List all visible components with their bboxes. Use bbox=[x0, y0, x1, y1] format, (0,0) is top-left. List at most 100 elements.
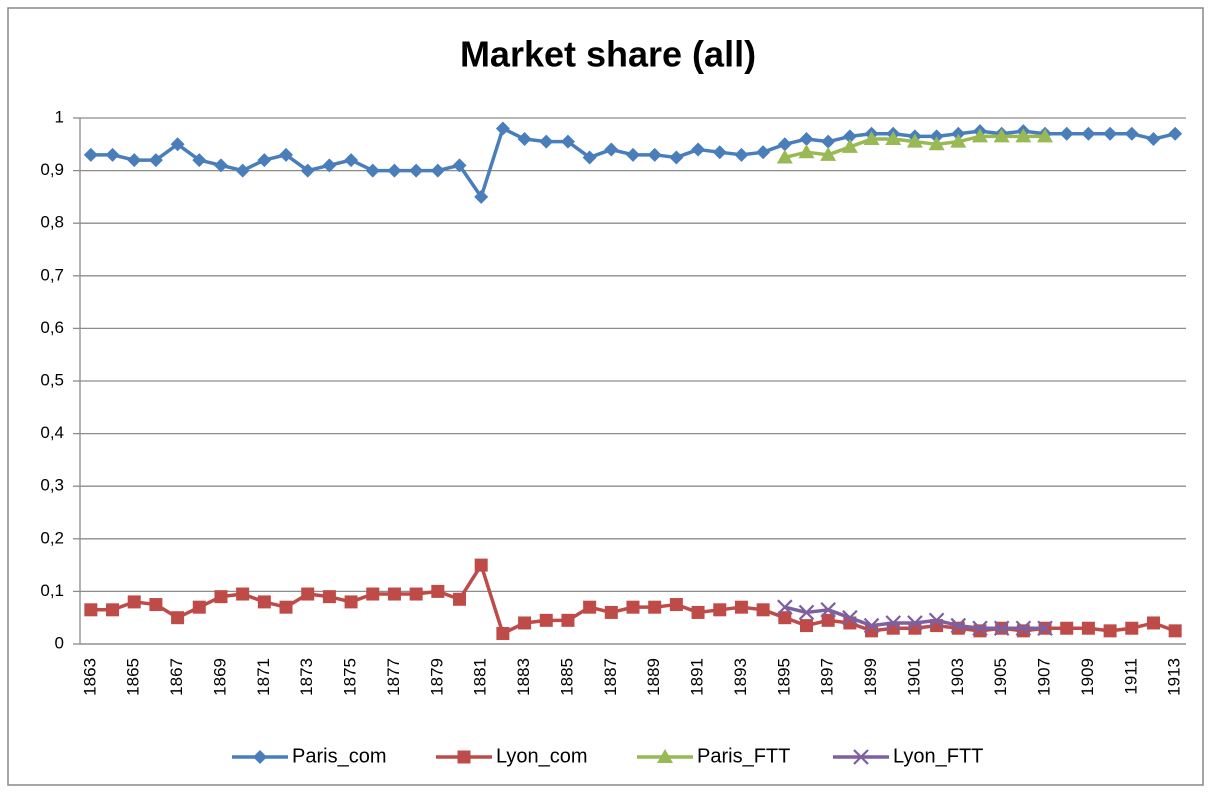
marker bbox=[842, 129, 857, 144]
marker bbox=[300, 163, 315, 178]
marker bbox=[799, 132, 814, 147]
marker bbox=[235, 163, 250, 178]
marker bbox=[1168, 126, 1183, 141]
marker bbox=[626, 600, 640, 614]
legend-label: Lyon_com bbox=[496, 745, 588, 767]
x-tick-label: 1901 bbox=[904, 658, 923, 696]
x-tick-label: 1885 bbox=[557, 658, 576, 696]
marker bbox=[604, 605, 618, 619]
legend-label: Paris_FTT bbox=[697, 745, 790, 767]
marker bbox=[561, 613, 575, 627]
marker bbox=[1015, 620, 1032, 636]
marker bbox=[474, 189, 489, 204]
marker bbox=[106, 603, 120, 617]
marker bbox=[756, 603, 770, 617]
marker bbox=[1168, 624, 1182, 638]
marker bbox=[691, 605, 705, 619]
marker bbox=[972, 620, 988, 636]
x-tick-label: 1873 bbox=[297, 658, 316, 696]
x-tick-label: 1897 bbox=[818, 658, 837, 696]
marker bbox=[127, 153, 142, 168]
marker bbox=[1103, 624, 1117, 638]
x-tick-label: 1877 bbox=[384, 658, 403, 696]
marker bbox=[583, 600, 597, 614]
y-tick-label: 0,8 bbox=[40, 213, 64, 232]
marker bbox=[798, 144, 815, 159]
marker bbox=[821, 613, 835, 627]
marker bbox=[777, 599, 793, 615]
marker bbox=[560, 134, 575, 149]
marker bbox=[1059, 126, 1074, 141]
y-tick-label: 0,4 bbox=[40, 423, 64, 442]
marker bbox=[301, 587, 315, 601]
x-tick-label: 1869 bbox=[210, 658, 229, 696]
marker bbox=[431, 584, 445, 598]
marker bbox=[647, 147, 662, 162]
marker bbox=[582, 150, 597, 165]
marker bbox=[105, 147, 120, 162]
marker bbox=[798, 604, 815, 621]
marker bbox=[518, 616, 532, 630]
marker bbox=[170, 137, 185, 152]
marker bbox=[691, 142, 706, 157]
marker bbox=[713, 603, 727, 617]
x-tick-label: 1871 bbox=[254, 658, 273, 696]
marker bbox=[344, 153, 359, 168]
marker bbox=[517, 132, 532, 147]
marker bbox=[906, 133, 923, 148]
marker bbox=[841, 138, 858, 153]
x-tick-label: 1907 bbox=[1035, 658, 1054, 696]
marker bbox=[669, 150, 684, 165]
marker bbox=[496, 626, 510, 640]
marker bbox=[387, 163, 402, 178]
marker bbox=[842, 609, 858, 626]
marker bbox=[344, 595, 358, 609]
chart-title: Market share (all) bbox=[460, 34, 756, 75]
marker bbox=[820, 602, 836, 618]
marker bbox=[365, 163, 380, 178]
x-tick-label: 1863 bbox=[80, 658, 99, 696]
y-tick-label: 1 bbox=[55, 107, 64, 126]
marker bbox=[322, 590, 336, 604]
x-tick-label: 1883 bbox=[514, 658, 533, 696]
marker bbox=[1124, 126, 1139, 141]
marker bbox=[1081, 126, 1096, 141]
marker bbox=[712, 145, 727, 160]
marker bbox=[409, 587, 423, 601]
marker bbox=[127, 595, 141, 609]
legend-label: Lyon_FTT bbox=[893, 745, 983, 767]
marker bbox=[993, 128, 1010, 143]
marker bbox=[1146, 132, 1161, 147]
marker bbox=[213, 158, 228, 173]
marker bbox=[236, 587, 250, 601]
x-tick-label: 1911 bbox=[1121, 658, 1140, 695]
marker bbox=[1081, 621, 1095, 635]
marker bbox=[192, 600, 206, 614]
marker bbox=[452, 158, 467, 173]
marker bbox=[669, 598, 683, 612]
marker bbox=[192, 153, 207, 168]
marker bbox=[1037, 128, 1054, 143]
marker bbox=[950, 133, 967, 148]
x-tick-label: 1893 bbox=[731, 658, 750, 696]
marker bbox=[539, 134, 554, 149]
marker bbox=[1146, 616, 1160, 630]
x-tick-label: 1895 bbox=[774, 658, 793, 696]
marker bbox=[322, 158, 337, 173]
marker bbox=[1125, 621, 1139, 635]
legend-marker bbox=[253, 750, 267, 764]
marker bbox=[257, 595, 271, 609]
marker bbox=[778, 611, 792, 625]
legend-marker bbox=[657, 749, 673, 763]
x-tick-label: 1881 bbox=[471, 658, 490, 696]
x-tick-label: 1905 bbox=[991, 658, 1010, 696]
x-tick-label: 1879 bbox=[427, 658, 446, 696]
marker bbox=[366, 587, 380, 601]
marker bbox=[993, 620, 1010, 636]
x-tick-label: 1865 bbox=[124, 658, 143, 696]
marker bbox=[1037, 620, 1053, 636]
marker bbox=[928, 136, 945, 151]
legend-marker bbox=[853, 749, 869, 765]
x-tick-label: 1891 bbox=[688, 658, 707, 696]
